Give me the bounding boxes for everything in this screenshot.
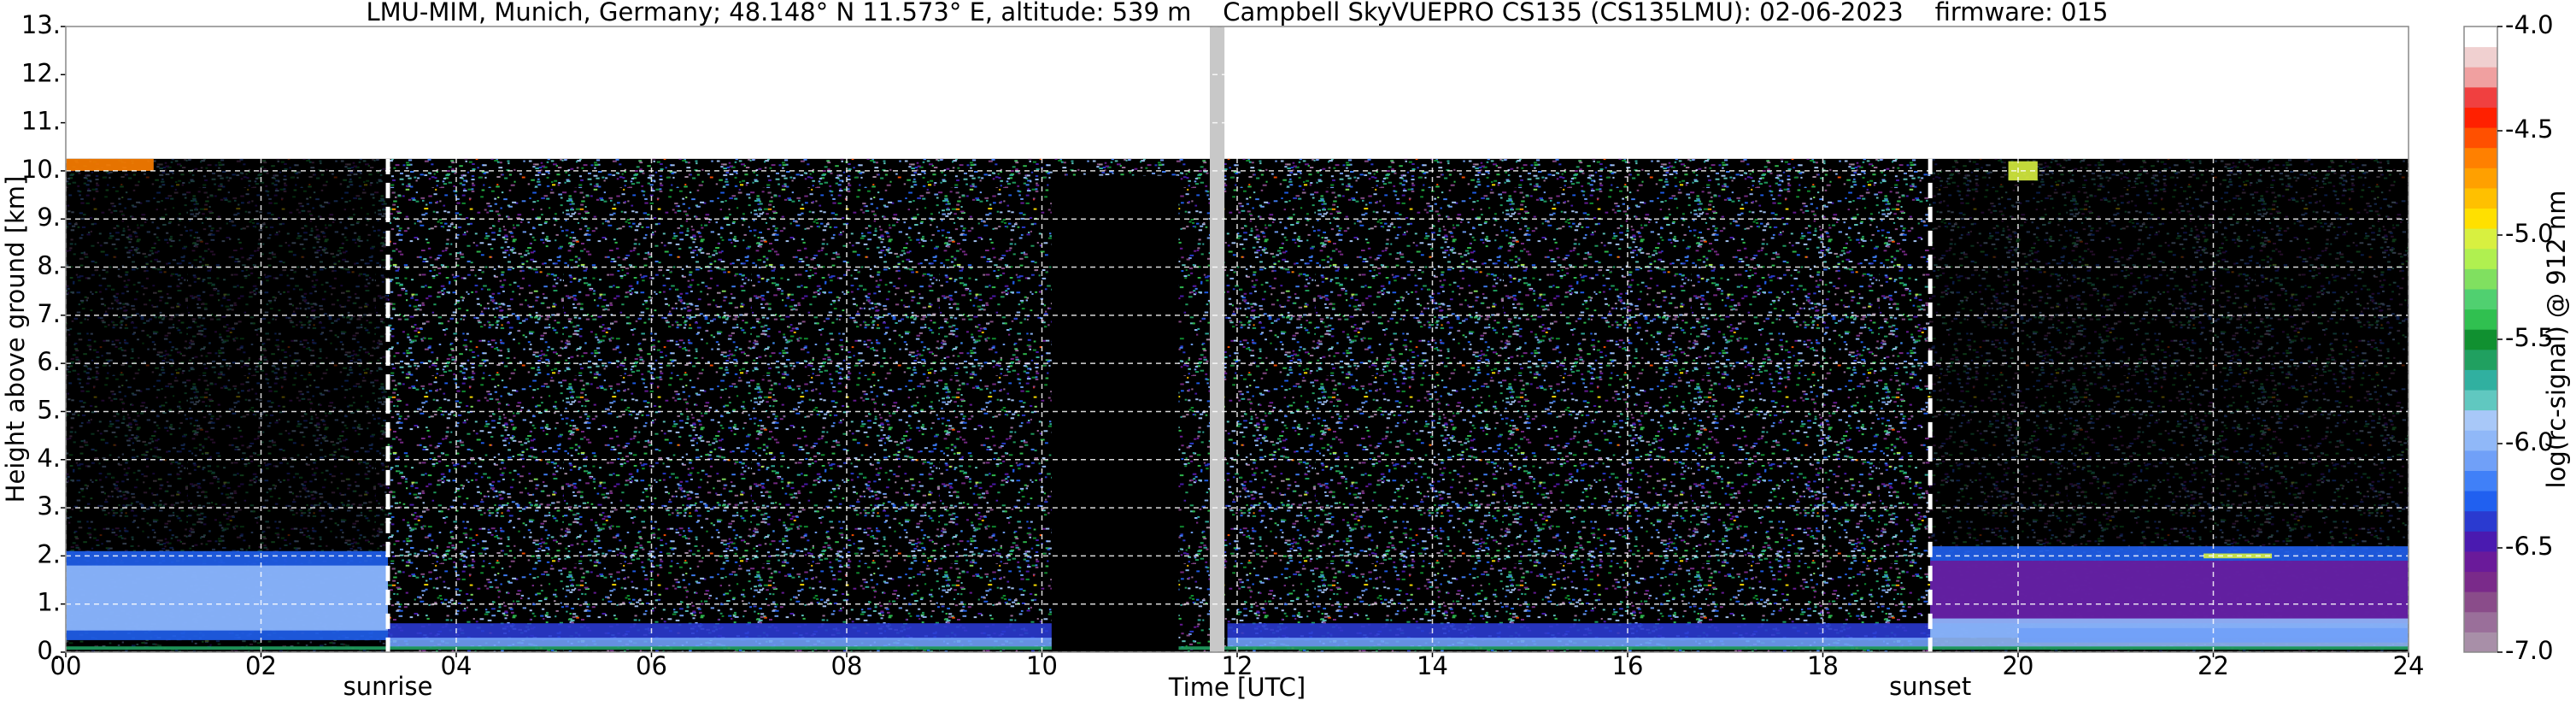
no-signal-block — [1051, 175, 1179, 652]
colorbar-segment — [2464, 632, 2497, 653]
colorbar-segment — [2464, 369, 2497, 391]
colorbar-segment — [2464, 46, 2497, 68]
y-tick-label: 2. — [37, 539, 61, 568]
colorbar-segment — [2464, 531, 2497, 552]
colorbar-segment — [2464, 288, 2497, 310]
colorbar-segment — [2464, 390, 2497, 411]
y-tick-label: 10. — [21, 155, 61, 184]
colorbar-segment — [2464, 248, 2497, 269]
colorbar-label: log(rc-signal) @ 912 nm — [2542, 191, 2571, 489]
x-axis-label: Time [UTC] — [1168, 673, 1306, 702]
signal-layer — [2018, 627, 2409, 643]
signal-layer — [1930, 561, 2409, 624]
chart-title: LMU-MIM, Munich, Germany; 48.148° N 11.5… — [367, 0, 2109, 26]
colorbar-segment — [2464, 470, 2497, 491]
colorbar-segment — [2464, 168, 2497, 189]
y-tick-label: 9. — [37, 203, 61, 232]
y-tick-label: 1. — [37, 588, 61, 617]
colorbar-segment — [2464, 329, 2497, 350]
signal-layer — [66, 158, 154, 171]
y-tick-label: 11. — [21, 107, 61, 136]
colorbar-tick-label: -6.5 — [2505, 532, 2554, 561]
y-tick-label: 3. — [37, 491, 61, 521]
annotation: sunset — [1889, 672, 1971, 701]
colorbar-segment — [2464, 349, 2497, 370]
y-tick-label: 0. — [37, 636, 61, 665]
colorbar-segment — [2464, 147, 2497, 168]
colorbar-segment — [2464, 409, 2497, 431]
signal-layer — [1227, 638, 1931, 648]
colorbar-segment — [2464, 268, 2497, 290]
y-tick-label: 8. — [37, 251, 61, 280]
signal-layer — [388, 638, 1052, 648]
data-gap — [1210, 26, 1225, 652]
colorbar-segment — [2464, 26, 2497, 48]
colorbar-segment — [2464, 571, 2497, 592]
colorbar-segment — [2464, 591, 2497, 613]
colorbar-segment — [2464, 127, 2497, 149]
colorbar-segment — [2464, 208, 2497, 229]
plot-frame — [65, 26, 2409, 653]
colorbar-segment — [2464, 450, 2497, 471]
y-tick-label: 5. — [37, 395, 61, 424]
colorbar-tick-label: -6.0 — [2505, 427, 2554, 456]
y-tick-label: 13. — [21, 10, 61, 39]
y-tick-label: 4. — [37, 444, 61, 473]
y-tick-label: 12. — [21, 58, 61, 87]
colorbar-tick-label: -5.0 — [2505, 219, 2554, 248]
colorbar-segment — [2464, 86, 2497, 108]
colorbar-segment — [2464, 550, 2497, 573]
y-tick-label: 6. — [37, 347, 61, 376]
colorbar-segment — [2464, 309, 2497, 330]
colorbar-segment — [2464, 510, 2497, 532]
y-tick-label: 7. — [37, 299, 61, 328]
colorbar-segment — [2464, 611, 2497, 632]
colorbar-segment — [2464, 228, 2497, 250]
colorbar-segment — [2464, 491, 2497, 512]
signal-layer — [388, 623, 1052, 640]
colorbar-tick-label: -5.5 — [2505, 323, 2554, 352]
signal-layer — [1227, 623, 1931, 640]
colorbar-segment — [2464, 67, 2497, 88]
y-axis-label: Height above ground [km] — [1, 176, 30, 503]
colorbar-tick-label: -4.0 — [2505, 10, 2554, 39]
colorbar-tick-label: -7.0 — [2505, 636, 2554, 665]
colorbar-tick-label: -4.5 — [2505, 115, 2554, 144]
colorbar-segment — [2464, 107, 2497, 128]
signal-layer — [66, 565, 389, 631]
annotation: sunrise — [343, 672, 433, 701]
colorbar-segment — [2464, 430, 2497, 451]
colorbar-segment — [2464, 187, 2497, 209]
